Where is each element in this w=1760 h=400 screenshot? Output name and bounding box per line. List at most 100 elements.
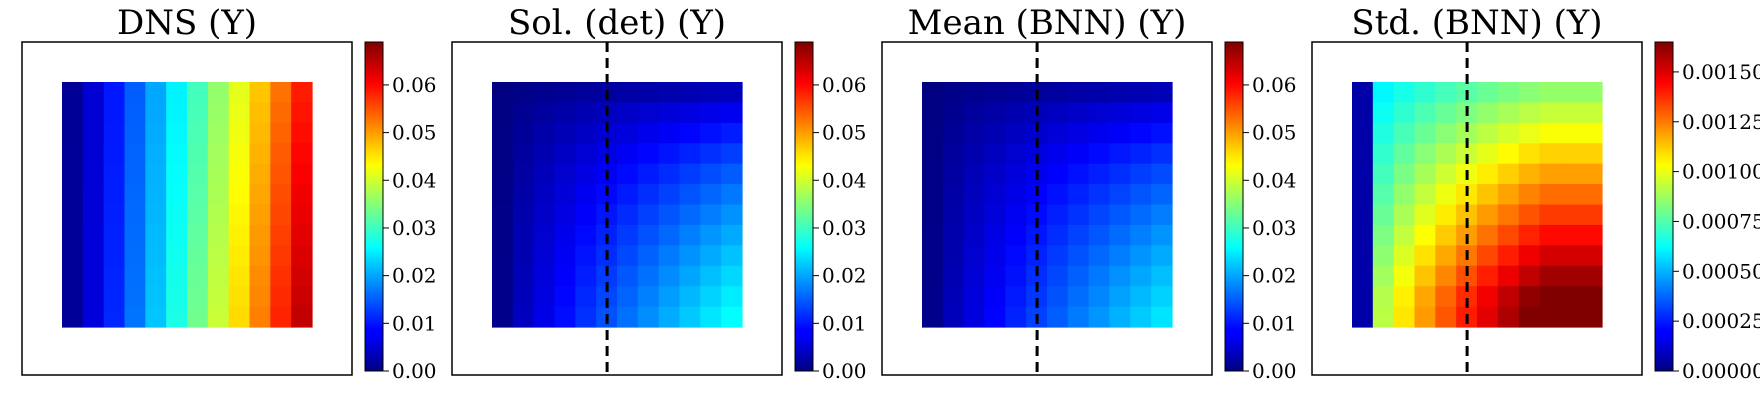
heatmap-cell [249,204,271,226]
heatmap-cell [700,82,722,104]
heatmap-cell [62,224,84,246]
heatmap-cell [1130,102,1152,124]
heatmap-cell [922,163,944,185]
heatmap-cell [596,265,618,287]
heatmap-cell [166,163,188,185]
heatmap-cell [1109,245,1131,267]
heatmap-cell [1477,265,1499,287]
heatmap-cell [1393,306,1416,328]
heatmap-cell [270,122,292,144]
heatmap-cell [617,224,639,246]
heatmap-cell [1393,245,1416,267]
heatmap-cell [512,245,535,267]
heatmap-cell [922,143,944,165]
heatmap-cell [617,286,639,308]
heatmap-cell [124,82,146,104]
heatmap-cell [166,245,188,267]
heatmap-cell [492,122,514,144]
heatmap-cell [554,245,576,267]
colorbar-tick-label: 0.00000 [1682,359,1760,383]
heatmap-cell [270,286,292,308]
heatmap-cell [942,143,965,165]
heatmap-cell [679,204,701,226]
heatmap-cell [554,224,576,246]
heatmap-cell [1067,286,1090,308]
heatmap-cell [554,143,576,165]
heatmap-cell [533,245,556,267]
heatmap-cell [1151,184,1173,206]
heatmap-cell [1581,286,1603,308]
heatmap-cell [658,102,681,124]
heatmap-cell [145,163,167,185]
heatmap-cell [1518,122,1541,144]
heatmap-cell [942,224,965,246]
heatmap-cell [1518,265,1541,287]
heatmap-cell [103,102,126,124]
colorbar-tick-label: 0.02 [1252,264,1297,288]
heatmap-cell [575,306,597,328]
heatmap-cell [963,82,986,104]
heatmap-cell [1539,245,1561,267]
heatmap-cell [637,102,660,124]
colorbar-tick-label: 0.04 [1252,168,1297,192]
heatmap-cell [207,82,230,104]
heatmap-cell [291,102,313,124]
heatmap-cell [103,163,126,185]
heatmap-cell [1560,163,1582,185]
heatmap-cell [984,265,1006,287]
heatmap-cells [922,82,1173,328]
heatmap-cell [1130,163,1152,185]
heatmap-cell [1393,224,1416,246]
colorbar-tick-label: 0.00 [392,359,437,383]
heatmap-cell [492,245,514,267]
heatmap-cell [1477,184,1499,206]
heatmap-cell [103,306,126,328]
heatmap-cell [1560,122,1582,144]
heatmap-cell [62,204,84,226]
heatmap-cell [291,224,313,246]
heatmap-cell [1005,245,1027,267]
heatmap-cell [963,286,986,308]
heatmap-cell [1005,286,1027,308]
heatmap-cell [533,224,556,246]
heatmap-cell [1088,143,1111,165]
heatmap-cell [103,224,126,246]
heatmap-cell [554,184,576,206]
heatmap-cell [166,82,188,104]
heatmap-cell [1130,184,1152,206]
heatmap-cell [512,143,535,165]
heatmap-cell [679,82,701,104]
heatmap-cell [124,143,146,165]
heatmap-cell [1088,306,1111,328]
heatmap-cell [1393,163,1416,185]
heatmap-cell [492,224,514,246]
heatmap-cell [1005,306,1027,328]
heatmap-cell [1005,102,1027,124]
heatmap-cell [1539,143,1561,165]
heatmap-cell [1130,143,1152,165]
heatmap-cell [1130,286,1152,308]
heatmap-cell [922,184,944,206]
heatmap-cell [1393,143,1416,165]
panel-title: Std. (BNN) (Y) [1351,3,1602,43]
heatmap-cell [166,102,188,124]
heatmap-cell [554,265,576,287]
heatmap-cell [1393,102,1416,124]
colorbar-tick-label: 0.02 [822,264,867,288]
heatmap-cell [62,306,84,328]
heatmap-cell [187,143,209,165]
heatmap-cell [1372,204,1395,226]
heatmap-cell [1497,163,1520,185]
heatmap-cell [554,286,576,308]
heatmap-cell [658,82,681,104]
heatmap-cell [1151,286,1173,308]
heatmap-cell [1581,143,1603,165]
heatmap-cell [492,82,514,104]
heatmap-cell [82,306,105,328]
heatmap-cell [291,184,313,206]
heatmap-cell [721,306,743,328]
colorbar [794,41,814,372]
panel-2: Sol. (det) (Y) 0.00 0.01 0.02 0.03 0.04 0.05 0.… [451,3,867,383]
heatmap-cell [228,143,251,165]
heatmap-cell [62,184,84,206]
